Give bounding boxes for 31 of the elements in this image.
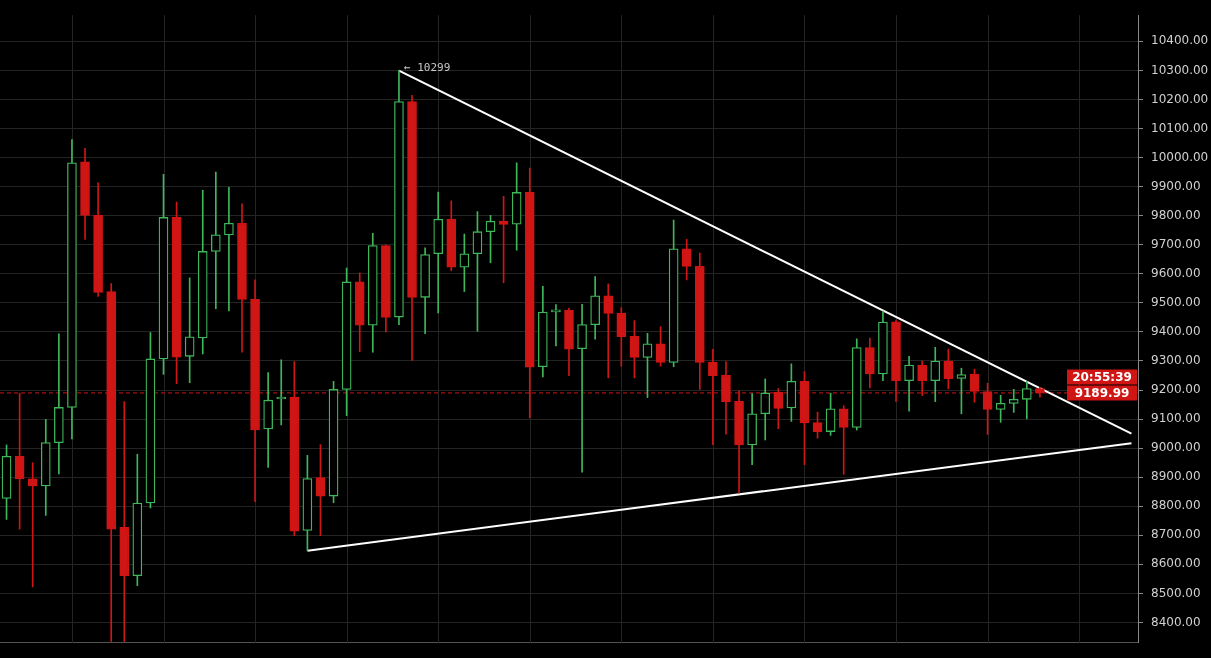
annotation: 20:55:39 bbox=[1072, 370, 1132, 385]
y-tick-label: 10300.00 bbox=[1151, 62, 1209, 77]
y-tick-label: 8600.00 bbox=[1151, 556, 1201, 571]
y-tick-label: 8800.00 bbox=[1151, 498, 1201, 513]
candlestick bbox=[603, 283, 614, 379]
candlestick bbox=[577, 303, 587, 473]
y-tick-label: 8700.00 bbox=[1151, 527, 1201, 542]
candlestick bbox=[119, 401, 130, 642]
y-tick-label: 8500.00 bbox=[1151, 585, 1201, 600]
y-tick-label: 9100.00 bbox=[1151, 411, 1201, 426]
y-tick-label: 9200.00 bbox=[1151, 382, 1201, 397]
ref-line-label: 9189.99 bbox=[1074, 386, 1130, 401]
y-tick-label: 9000.00 bbox=[1151, 440, 1201, 455]
y-tick-label: 9800.00 bbox=[1151, 207, 1201, 222]
y-tick-label: 9500.00 bbox=[1151, 294, 1201, 309]
y-tick-label: 10400.00 bbox=[1151, 33, 1209, 48]
y-tick-label: 9400.00 bbox=[1151, 324, 1201, 339]
y-tick-label: 10100.00 bbox=[1151, 120, 1209, 135]
y-tick-label: 9700.00 bbox=[1151, 236, 1201, 251]
candlestick bbox=[211, 171, 221, 309]
y-tick-label: 8400.00 bbox=[1151, 614, 1201, 629]
y-tick-label: 9300.00 bbox=[1151, 353, 1201, 368]
y-tick-label: 9900.00 bbox=[1151, 178, 1201, 193]
candlestick bbox=[1008, 389, 1019, 413]
candlestick bbox=[224, 186, 234, 312]
y-tick-label: 8900.00 bbox=[1151, 469, 1201, 484]
annotation: ← 10299 bbox=[403, 60, 451, 74]
y-tick-label: 9600.00 bbox=[1151, 265, 1201, 280]
y-tick-label: 10200.00 bbox=[1151, 91, 1209, 106]
candlestick bbox=[27, 462, 38, 588]
y-tick-label: 10000.00 bbox=[1151, 149, 1209, 164]
